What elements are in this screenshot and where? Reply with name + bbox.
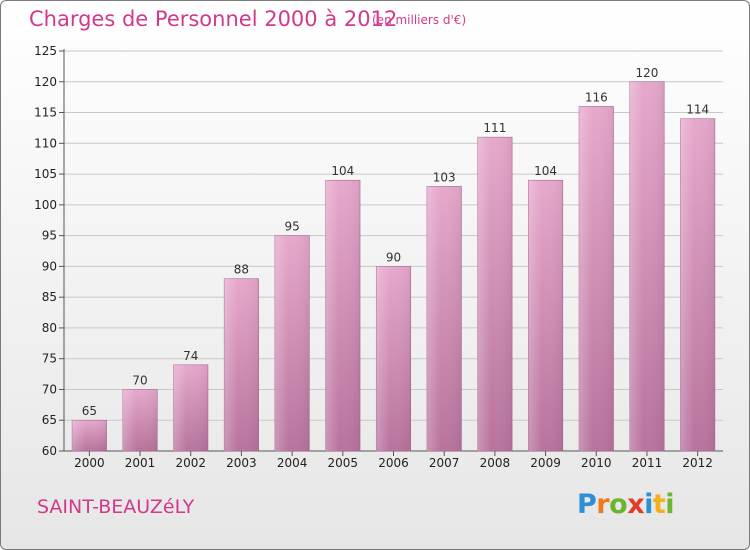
x-tick-label: 2012 [682, 456, 713, 470]
bar-value-label: 90 [386, 250, 401, 264]
logo-letter: t [652, 489, 666, 520]
x-tick-label: 2005 [328, 456, 359, 470]
bar-sheen [122, 389, 158, 451]
y-tick-label: 120 [34, 75, 57, 89]
x-tick-label: 2010 [581, 456, 612, 470]
logo-letter: r [596, 489, 610, 520]
y-tick-label: 65 [42, 413, 57, 427]
bar-value-label: 120 [636, 66, 659, 80]
logo-letter: o [609, 489, 628, 520]
logo-letter: x [627, 489, 645, 520]
x-tick-label: 2003 [226, 456, 257, 470]
bar-sheen [579, 106, 614, 451]
y-tick-label: 100 [34, 198, 57, 212]
bar-sheen [224, 278, 259, 451]
logo-letter: i [644, 489, 653, 520]
bar-sheen [274, 235, 310, 451]
y-tick-label: 70 [42, 382, 57, 396]
data-labels: 65 70 74 88 95 104 90 103 111 104 116 120 114 [82, 66, 709, 418]
bar-sheen [72, 420, 107, 451]
y-tick-label: 125 [34, 44, 57, 58]
x-tick-label: 2002 [175, 456, 206, 470]
bar-value-label: 116 [585, 90, 608, 104]
x-tick-label: 2008 [480, 456, 511, 470]
x-tick-label: 2001 [125, 456, 156, 470]
bars [71, 81, 716, 452]
chart-subtitle: (en milliers d'€) [372, 13, 467, 27]
x-tick-label: 2006 [378, 456, 409, 470]
bar-value-label: 104 [534, 164, 557, 178]
x-tick-label: 2000 [74, 456, 105, 470]
y-tick-label: 110 [34, 136, 57, 150]
x-tick-label: 2007 [429, 456, 460, 470]
bar-sheen [680, 118, 715, 451]
bar-sheen [629, 81, 665, 452]
bar-value-label: 111 [483, 121, 506, 135]
commune-name: SAINT-BEAUZéLY [37, 496, 195, 518]
x-tick-label: 2011 [632, 456, 663, 470]
y-tick-label: 115 [34, 106, 57, 120]
bar-sheen [173, 364, 208, 451]
x-tick-label: 2009 [530, 456, 561, 470]
y-tick-label: 80 [42, 321, 57, 335]
bar-sheen [376, 266, 411, 451]
y-tick-label: 90 [42, 259, 57, 273]
bar-value-label: 74 [183, 349, 198, 363]
x-tick-label: 2004 [277, 456, 308, 470]
bar-value-label: 114 [686, 103, 709, 117]
bar-value-label: 88 [234, 263, 249, 277]
logo-letter: P [577, 489, 597, 520]
bar-sheen [528, 180, 563, 451]
bar-value-label: 103 [433, 170, 456, 184]
logo-letter: i [665, 489, 675, 520]
bar-value-label: 65 [82, 404, 97, 418]
y-tick-label: 85 [42, 290, 57, 304]
y-tick-label: 105 [34, 167, 57, 181]
y-tick-label: 75 [42, 352, 57, 366]
y-tick-label: 95 [42, 229, 57, 243]
bar-sheen [477, 137, 513, 451]
bar-sheen [426, 186, 462, 451]
bar-value-label: 95 [284, 220, 299, 234]
proxiti-logo: Proxiti [577, 489, 675, 520]
bar-value-label: 70 [132, 373, 147, 387]
bar-value-label: 104 [331, 164, 354, 178]
chart-title: Charges de Personnel 2000 à 2012 [29, 7, 398, 31]
y-tick-label: 60 [42, 444, 57, 458]
bar-sheen [325, 180, 361, 451]
